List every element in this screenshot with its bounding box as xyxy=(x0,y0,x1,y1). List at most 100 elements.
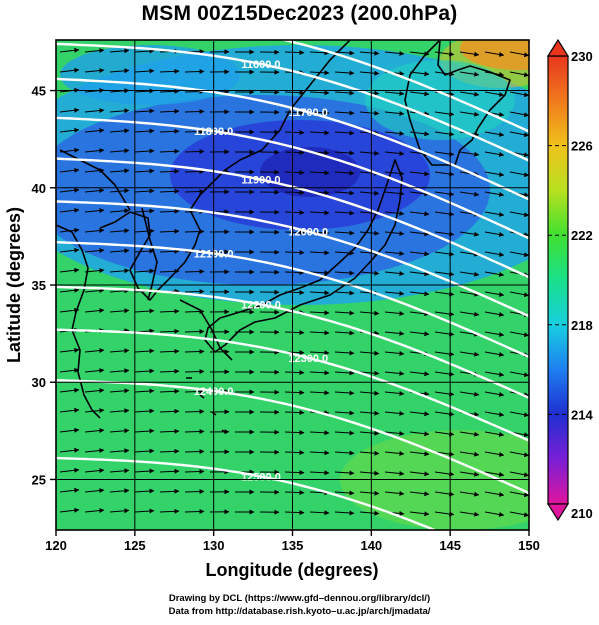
wind-arrow xyxy=(84,128,105,134)
wind-arrow xyxy=(184,509,205,515)
wind-arrow xyxy=(509,91,529,98)
wind-arrow xyxy=(159,508,180,514)
contour-label: 12300.0 xyxy=(288,353,328,365)
wind-arrow xyxy=(309,270,330,276)
wind-arrow xyxy=(334,450,355,456)
wind-arrow xyxy=(509,71,529,78)
wind-arrow xyxy=(334,70,355,76)
contour-label: 11700.0 xyxy=(289,107,328,119)
wind-arrow xyxy=(509,511,529,518)
wind-arrow xyxy=(284,150,305,156)
wind-arrow xyxy=(509,211,529,218)
wind-arrow xyxy=(159,88,180,94)
contour-label: 12500.0 xyxy=(241,471,281,483)
wind-arrow xyxy=(484,51,505,57)
wind-arrow xyxy=(59,467,80,473)
wind-arrow xyxy=(59,147,80,153)
wind-arrow xyxy=(184,329,205,335)
wind-arrow xyxy=(334,150,355,156)
wind-arrow xyxy=(484,211,505,217)
wind-arrow xyxy=(309,250,330,256)
wind-arrow xyxy=(409,411,430,417)
wind-arrow xyxy=(159,108,180,114)
wind-arrow xyxy=(484,291,505,297)
wind-arrow xyxy=(134,268,155,274)
wind-arrow xyxy=(484,511,505,517)
wind-arrow xyxy=(109,428,130,434)
wind-arrow xyxy=(384,50,405,56)
wind-arrow xyxy=(134,248,155,254)
wind-arrow xyxy=(284,170,305,176)
wind-arrow xyxy=(134,108,155,114)
wind-arrow xyxy=(409,451,430,457)
wind-arrow xyxy=(84,308,105,314)
wind-arrow xyxy=(159,308,180,314)
wind-arrow xyxy=(409,171,430,177)
wind-arrow xyxy=(84,148,105,154)
wind-arrow xyxy=(284,190,305,196)
wind-arrow xyxy=(84,468,105,474)
wind-arrow xyxy=(334,330,355,336)
wind-arrow xyxy=(459,471,480,477)
wind-arrow xyxy=(284,510,305,516)
weather-map-figure: 11500.011600.011700.011800.011900.012000… xyxy=(4,38,593,580)
wind-arrow xyxy=(384,490,405,496)
wind-arrow xyxy=(459,51,480,57)
wind-arrow xyxy=(109,168,130,174)
wind-arrow xyxy=(509,331,529,338)
colorbar-tick-label: 226 xyxy=(571,139,593,154)
wind-arrow xyxy=(459,391,480,397)
wind-arrow xyxy=(134,168,155,174)
wind-arrow xyxy=(59,207,80,213)
wind-arrow xyxy=(134,188,155,194)
wind-arrow xyxy=(159,68,180,74)
wind-arrow xyxy=(309,130,330,136)
wind-arrow xyxy=(284,330,305,336)
wind-arrow xyxy=(134,488,155,494)
wind-arrow xyxy=(384,470,405,476)
wind-arrow xyxy=(334,50,355,56)
wind-arrow xyxy=(459,71,480,77)
wind-arrow xyxy=(484,451,505,457)
wind-arrow xyxy=(59,447,80,453)
wind-arrow xyxy=(409,231,430,237)
wind-arrow xyxy=(459,251,480,257)
wind-arrow xyxy=(84,48,105,54)
wind-arrow xyxy=(184,369,205,375)
wind-arrow xyxy=(84,488,105,494)
wind-arrow xyxy=(484,171,505,177)
wind-arrow xyxy=(459,451,480,457)
wind-arrow xyxy=(359,150,380,156)
wind-arrow xyxy=(384,330,405,336)
wind-arrow xyxy=(309,310,330,316)
wind-arrow xyxy=(284,250,305,256)
wind-arrow xyxy=(134,308,155,314)
wind-arrow xyxy=(334,290,355,296)
y-tick-label: 45 xyxy=(32,84,46,99)
wind-arrow xyxy=(359,450,380,456)
wind-arrow xyxy=(509,51,529,58)
wind-arrow xyxy=(334,210,355,216)
wind-arrow xyxy=(184,449,205,455)
wind-arrow xyxy=(409,51,430,57)
y-axis-label: Latitude (degrees) xyxy=(4,207,24,363)
wind-arrow xyxy=(134,48,155,54)
wind-arrow xyxy=(134,228,155,234)
x-axis-ticks: 120 125 130 135 140 145 150 xyxy=(45,530,540,553)
wind-arrow xyxy=(359,270,380,276)
wind-arrow xyxy=(109,388,130,394)
wind-arrow xyxy=(59,487,80,493)
wind-arrow xyxy=(384,350,405,356)
wind-arrow xyxy=(184,469,205,475)
wind-arrow xyxy=(184,109,205,115)
wind-arrow xyxy=(184,349,205,355)
wind-arrow xyxy=(309,450,330,456)
wind-arrow xyxy=(84,228,105,234)
wind-arrow xyxy=(84,248,105,254)
wind-arrow xyxy=(484,371,505,377)
x-tick-label: 140 xyxy=(360,538,382,553)
wind-arrow xyxy=(184,189,205,195)
wind-arrow xyxy=(409,71,430,77)
wind-arrow xyxy=(334,90,355,96)
contour-label: 11600.0 xyxy=(241,59,280,71)
